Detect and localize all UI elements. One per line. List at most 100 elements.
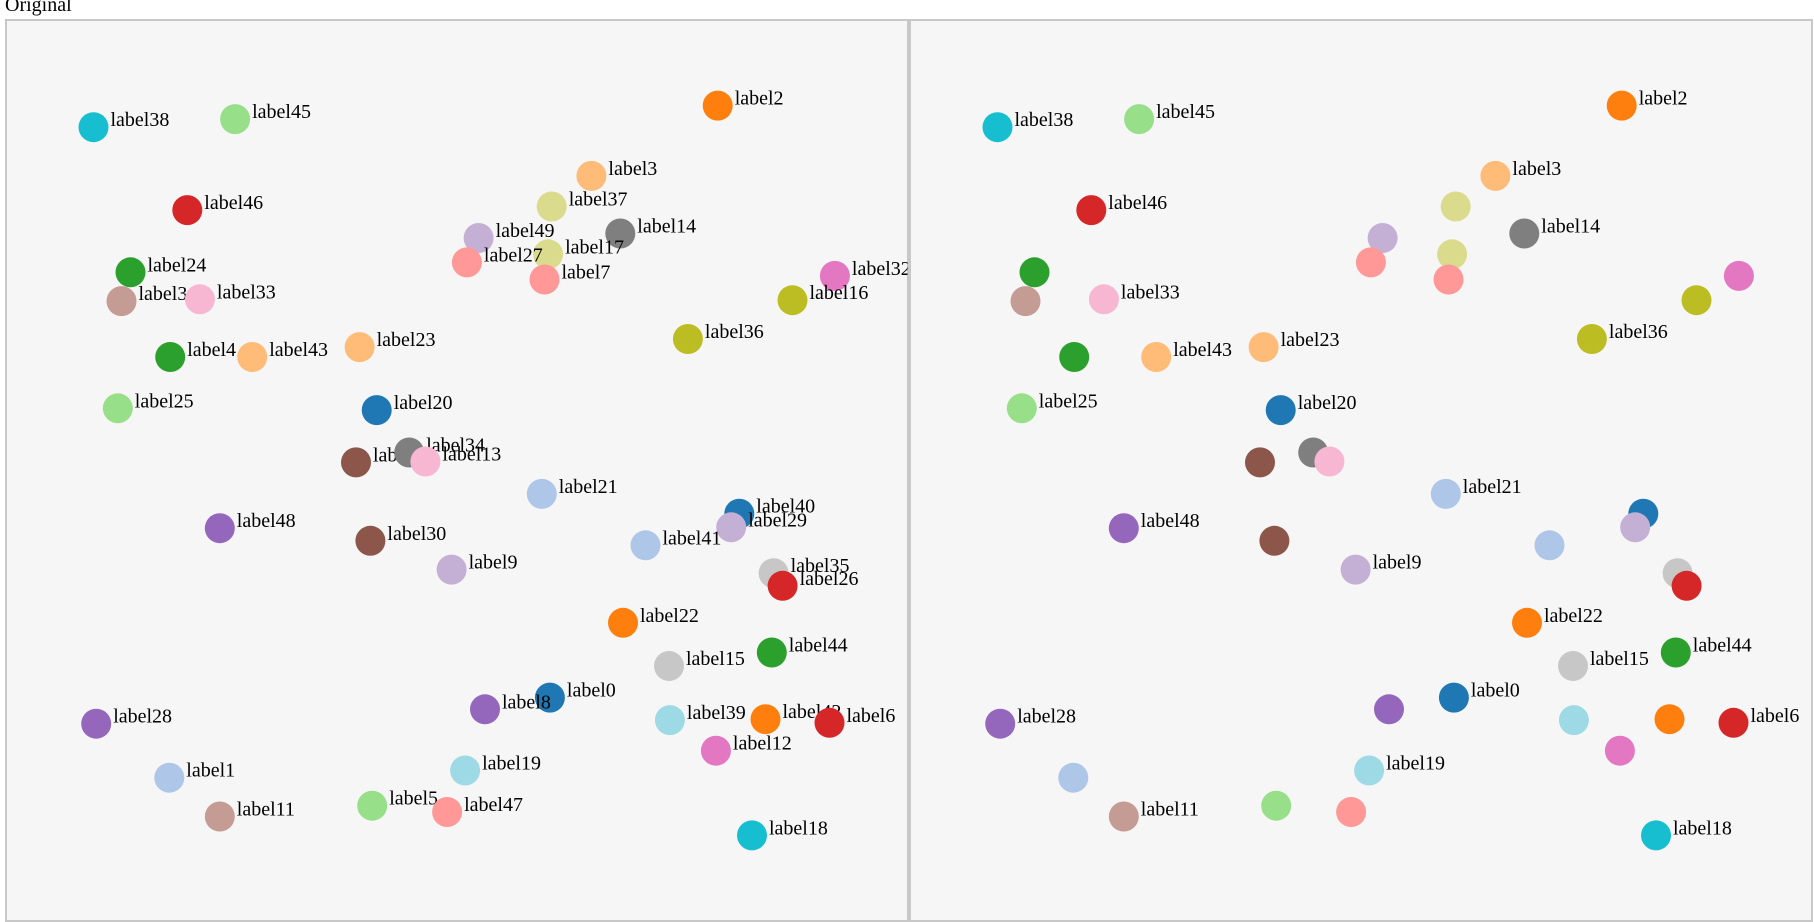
point-label3: [576, 160, 607, 191]
point-label-label19: label19: [1386, 753, 1445, 775]
point-label21: [1430, 478, 1461, 509]
point-label-label5: label5: [389, 788, 438, 810]
point-label43: [1141, 342, 1172, 372]
point-label8: [1374, 694, 1404, 725]
point-label-label26: label26: [800, 568, 859, 590]
point-label-label14: label14: [1541, 216, 1600, 238]
point-label-label23: label23: [1281, 329, 1340, 351]
point-label28: [985, 708, 1016, 739]
point-label22: [608, 607, 638, 638]
point-label-label34: label34: [426, 435, 485, 457]
point-label23: [344, 332, 375, 363]
point-label-label13: label13: [442, 444, 501, 466]
point-label-label11: label11: [237, 799, 295, 821]
point-label15: [654, 651, 684, 681]
point-label-label18: label18: [769, 817, 828, 839]
point-label45: [1124, 104, 1155, 135]
point-label30: [355, 525, 386, 556]
point-label-label45: label45: [1156, 101, 1215, 123]
point-label13: [410, 446, 441, 477]
point-label12: [700, 735, 731, 766]
point-label10: [341, 447, 371, 478]
point-label-label38: label38: [1015, 109, 1074, 131]
point-label2: [1606, 90, 1637, 121]
point-label26: [767, 570, 798, 601]
point-label27: [451, 247, 482, 278]
point-label-label33: label33: [1121, 281, 1180, 303]
point-label-label0: label0: [1471, 680, 1520, 702]
point-label-label43: label43: [269, 339, 328, 361]
point-label39: [1558, 705, 1589, 736]
point-label11: [204, 801, 235, 832]
point-label17: [533, 239, 564, 270]
point-label-label31: label31: [139, 283, 198, 305]
point-label-label24: label24: [148, 254, 207, 276]
point-label-label46: label46: [1108, 192, 1167, 214]
point-label-label47: label47: [464, 794, 523, 816]
point-label2: [702, 90, 733, 121]
point-label21: [526, 478, 557, 509]
point-label19: [1354, 755, 1385, 786]
point-label46: [172, 195, 203, 226]
point-label38: [982, 112, 1013, 143]
point-label31: [106, 286, 137, 317]
point-label18: [737, 820, 767, 851]
point-label-label41: label41: [663, 527, 722, 549]
point-label-label21: label21: [559, 476, 618, 498]
point-label0: [1438, 682, 1469, 713]
point-label-label0: label0: [567, 680, 616, 702]
point-label0: [534, 682, 565, 713]
point-label36: [672, 324, 703, 354]
point-label44: [1660, 637, 1691, 668]
point-label-label8: label8: [502, 691, 551, 713]
point-label-label2: label2: [1639, 88, 1688, 110]
point-label-label48: label48: [237, 510, 296, 532]
point-label28: [81, 708, 112, 739]
point-label-label9: label9: [1373, 552, 1422, 574]
point-label-label15: label15: [1590, 648, 1649, 670]
point-label-label28: label28: [113, 706, 172, 728]
point-label18: [1641, 820, 1671, 851]
point-label-label33: label33: [217, 281, 276, 303]
point-label6: [1718, 707, 1749, 738]
point-label-label39: label39: [687, 702, 746, 724]
point-label-label2: label2: [735, 88, 784, 110]
point-label48: [1108, 513, 1139, 544]
point-label-label30: label30: [387, 523, 446, 545]
point-label9: [1340, 554, 1371, 585]
point-label-label25: label25: [1039, 390, 1098, 412]
point-label5: [1261, 790, 1292, 821]
point-label-label43: label43: [1173, 339, 1232, 361]
point-label-label40: label40: [756, 496, 815, 518]
left-scatter-panel: label38 label45 label2 label46 label3 label37…: [5, 19, 911, 922]
point-label46: [1076, 195, 1107, 226]
point-label32: [1723, 260, 1754, 291]
point-label3: [1480, 160, 1511, 191]
point-label-label46: label46: [204, 192, 263, 214]
point-label-label14: label14: [637, 216, 696, 238]
point-label-label29: label29: [748, 509, 807, 531]
point-label19: [450, 755, 481, 786]
point-label1: [154, 762, 185, 793]
point-label25: [1006, 393, 1037, 424]
point-label26: [1671, 570, 1702, 601]
point-label41: [630, 530, 661, 561]
point-label42: [750, 704, 781, 735]
point-label30: [1259, 525, 1290, 556]
point-label-label11: label11: [1141, 799, 1199, 821]
point-label33: [184, 284, 215, 315]
point-label7: [529, 264, 560, 295]
point-label-label15: label15: [686, 648, 745, 670]
point-label-label20: label20: [394, 392, 453, 414]
point-label15: [1558, 651, 1588, 681]
point-label24: [115, 257, 146, 288]
point-label10: [1245, 447, 1275, 478]
point-label-label22: label22: [1544, 605, 1603, 627]
point-label-label35: label35: [791, 555, 850, 577]
point-label44: [756, 637, 787, 668]
point-label14: [605, 218, 636, 249]
point-label-label32: label32: [852, 258, 911, 280]
point-label31: [1010, 286, 1041, 317]
point-label8: [470, 694, 500, 725]
